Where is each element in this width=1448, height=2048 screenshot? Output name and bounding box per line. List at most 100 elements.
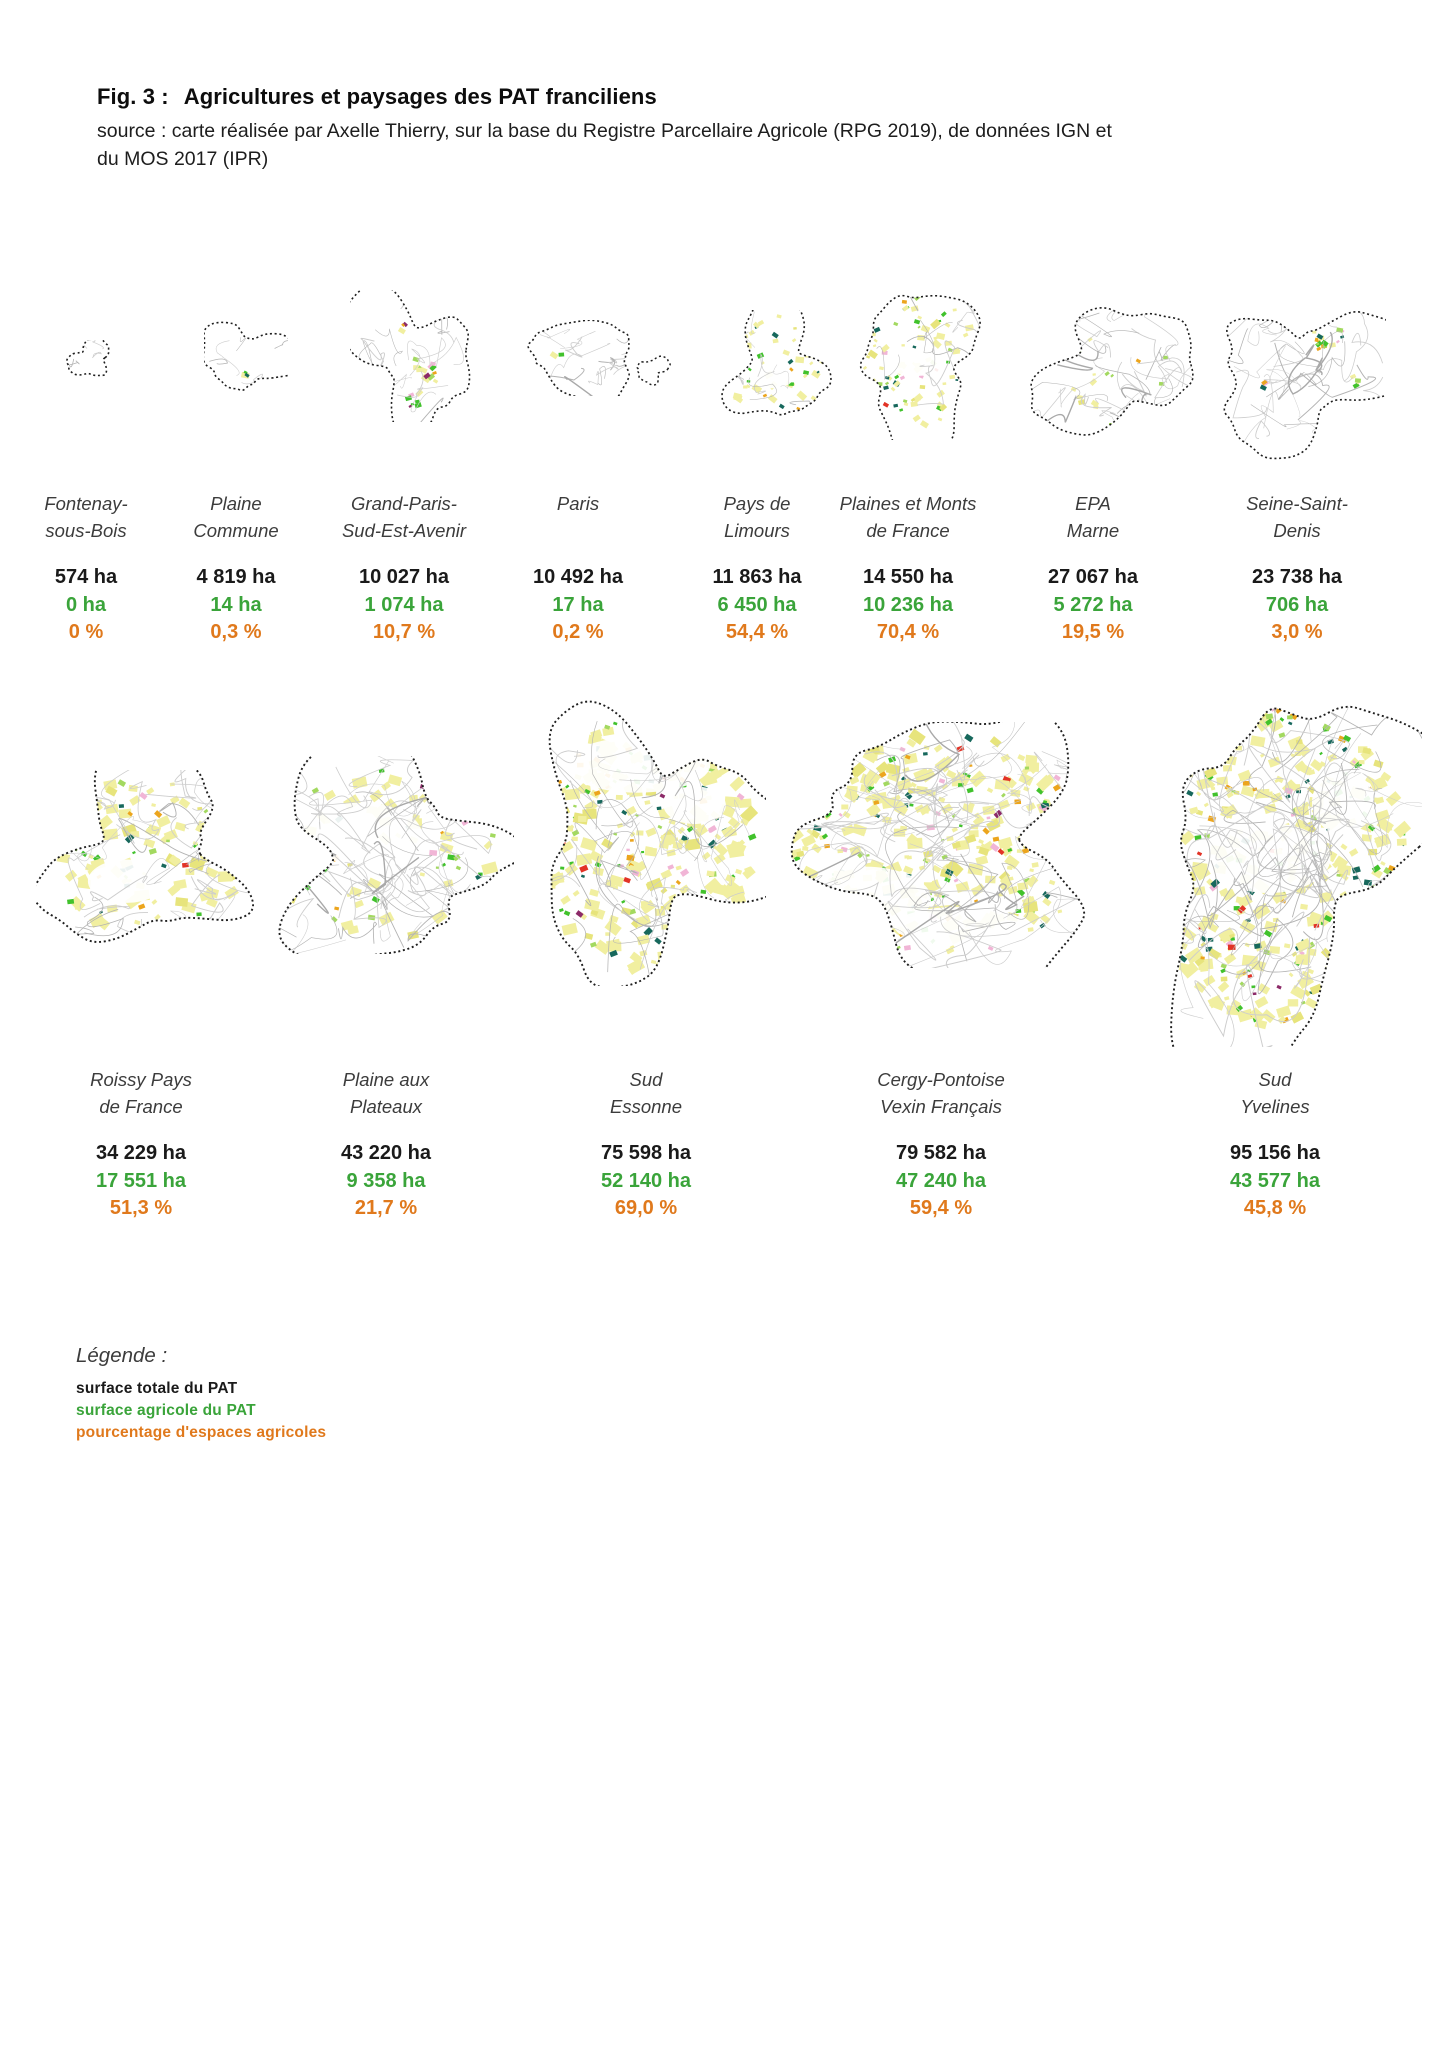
map-sud-essonne (548, 700, 766, 986)
figure-header: Fig. 3 : Agricultures et paysages des PAT… (97, 84, 1112, 173)
stat-total-area: 10 027 ha (358, 566, 450, 588)
territory-name-line1: Plaine (210, 493, 262, 514)
stat-total-area: 27 067 ha (1047, 566, 1139, 588)
stat-total-area: 79 582 ha (895, 1142, 987, 1164)
territory-stats: 27 067 ha 5 272 ha 19,5 % (988, 564, 1198, 647)
territory-name-line2: Plateaux (350, 1096, 422, 1117)
stat-agricultural-pct: 21,7 % (354, 1197, 418, 1219)
stat-agricultural-area: 17 ha (552, 593, 604, 616)
territory-name: Plaine Commune (131, 490, 341, 544)
territory-stats: 14 550 ha 10 236 ha 70,4 % (803, 564, 1013, 647)
stat-total-area: 43 220 ha (340, 1142, 432, 1164)
stat-agricultural-area: 0 ha (65, 593, 107, 616)
stat-total-area: 95 156 ha (1229, 1142, 1321, 1164)
stat-agricultural-area: 6 450 ha (717, 593, 797, 616)
territory-name-line2: Essonne (610, 1096, 682, 1117)
map-sud-yvelines (1170, 705, 1422, 1047)
territory-name-line1: Grand-Paris- (351, 493, 457, 514)
map-cergy-pontoise-vexin-francais (790, 722, 1086, 968)
map-plaines-et-monts-de-france (859, 294, 981, 440)
stat-agricultural-pct: 0 % (68, 621, 104, 643)
territory-stats: 79 582 ha 47 240 ha 59,4 % (836, 1140, 1046, 1223)
stat-agricultural-area: 17 551 ha (95, 1169, 187, 1192)
territory-stats: 574 ha 0 ha 0 % (0, 564, 191, 647)
territory-stats: 43 220 ha 9 358 ha 21,7 % (281, 1140, 491, 1223)
territory-col-roissy-pays-de-france: Roissy Pays de France 34 229 ha 17 551 h… (36, 1066, 246, 1223)
territory-col-grand-paris-sud-est-avenir: Grand-Paris- Sud-Est-Avenir 10 027 ha 1 … (299, 490, 509, 647)
territory-name-line2: Vexin Français (880, 1096, 1002, 1117)
source-line1: source : carte réalisée par Axelle Thier… (97, 120, 1112, 142)
territory-name: Sud Yvelines (1170, 1066, 1380, 1120)
map-seine-saint-denis (1223, 310, 1386, 460)
territory-name-line2: de France (99, 1096, 183, 1117)
territory-name: Pays de Limours (652, 490, 862, 544)
figure-title-text: Agricultures et paysages des PAT francil… (183, 84, 657, 109)
stat-total-area: 75 598 ha (600, 1142, 692, 1164)
territory-name: EPA Marne (988, 490, 1198, 544)
territory-name-line2: Sud-Est-Avenir (341, 520, 467, 541)
territory-col-sud-essonne: Sud Essonne 75 598 ha 52 140 ha 69,0 % (541, 1066, 751, 1223)
territory-name-line2: Denis (1273, 520, 1321, 541)
stat-total-area: 11 863 ha (712, 566, 802, 588)
stat-agricultural-pct: 45,8 % (1243, 1197, 1307, 1219)
stat-agricultural-pct: 0,2 % (552, 621, 604, 643)
stat-total-area: 574 ha (54, 566, 118, 588)
territory-col-plaines-et-monts-de-france: Plaines et Monts de France 14 550 ha 10 … (803, 490, 1013, 647)
territory-name-line1: Paris (556, 493, 600, 514)
map-pays-de-limours (721, 310, 832, 416)
map-roissy-pays-de-france (36, 770, 254, 943)
territory-stats: 10 027 ha 1 074 ha 10,7 % (299, 564, 509, 647)
territory-stats: 23 738 ha 706 ha 3,0 % (1192, 564, 1402, 647)
territory-name-line1: Fontenay- (44, 493, 128, 514)
territory-name-line1: EPA (1075, 493, 1111, 514)
map-fontenay-sous-bois (66, 340, 110, 377)
territory-name-line2: Yvelines (1240, 1096, 1310, 1117)
territory-stats: 10 492 ha 17 ha 0,2 % (473, 564, 683, 647)
territory-name-line1: Roissy Pays (90, 1069, 192, 1090)
territory-name-line1: Seine-Saint- (1246, 493, 1348, 514)
territory-name: Sud Essonne (541, 1066, 751, 1120)
stat-total-area: 4 819 ha (196, 566, 276, 588)
territory-name: Plaines et Monts de France (803, 490, 1013, 544)
territory-stats: 95 156 ha 43 577 ha 45,8 % (1170, 1140, 1380, 1223)
territory-name-line1: Sud (629, 1069, 663, 1090)
stat-agricultural-area: 10 236 ha (862, 593, 954, 616)
stat-agricultural-pct: 3,0 % (1271, 621, 1323, 643)
territory-col-plaine-commune: Plaine Commune 4 819 ha 14 ha 0,3 % (131, 490, 341, 647)
source-line2: du MOS 2017 (IPR) (97, 148, 269, 170)
territory-name: Grand-Paris- Sud-Est-Avenir (299, 490, 509, 544)
figure-source: source : carte réalisée par Axelle Thier… (97, 117, 1112, 173)
stat-agricultural-pct: 0,3 % (210, 621, 262, 643)
territory-name-line1: Plaines et Monts (839, 493, 977, 514)
territory-name: Cergy-Pontoise Vexin Français (836, 1066, 1046, 1120)
stat-total-area: 10 492 ha (532, 566, 624, 588)
territory-col-pays-de-limours: Pays de Limours 11 863 ha 6 450 ha 54,4 … (652, 490, 862, 647)
territory-name: Plaine aux Plateaux (281, 1066, 491, 1120)
stat-agricultural-area: 9 358 ha (346, 1169, 426, 1192)
stat-total-area: 34 229 ha (95, 1142, 187, 1164)
stat-agricultural-pct: 59,4 % (909, 1197, 973, 1219)
territory-name-line1: Plaine aux (342, 1069, 430, 1090)
territory-name-line1: Cergy-Pontoise (877, 1069, 1005, 1090)
legend: Légende : surface totale du PAT surface … (76, 1344, 326, 1444)
map-grand-paris-sud-est-avenir (350, 290, 471, 422)
stat-agricultural-area: 1 074 ha (364, 593, 444, 616)
territory-name-line2: Limours (724, 520, 790, 541)
territory-stats: 11 863 ha 6 450 ha 54,4 % (652, 564, 862, 647)
territory-col-cergy-pontoise-vexin-francais: Cergy-Pontoise Vexin Français 79 582 ha … (836, 1066, 1046, 1223)
stat-agricultural-area: 47 240 ha (895, 1169, 987, 1192)
stat-agricultural-pct: 54,4 % (725, 621, 789, 643)
stat-agricultural-area: 14 ha (210, 593, 262, 616)
stat-agricultural-area: 706 ha (1265, 593, 1329, 616)
territory-name: Paris (473, 490, 683, 544)
legend-item-surface-totale: surface totale du PAT (76, 1380, 238, 1397)
territory-name-line2: Commune (193, 520, 279, 541)
territory-name-line1: Sud (1258, 1069, 1292, 1090)
legend-item-surface-agricole: surface agricole du PAT (76, 1402, 256, 1419)
stat-agricultural-area: 5 272 ha (1053, 593, 1133, 616)
stat-agricultural-pct: 69,0 % (614, 1197, 678, 1219)
territory-name: Roissy Pays de France (36, 1066, 246, 1120)
territory-col-epa-marne: EPA Marne 27 067 ha 5 272 ha 19,5 % (988, 490, 1198, 647)
